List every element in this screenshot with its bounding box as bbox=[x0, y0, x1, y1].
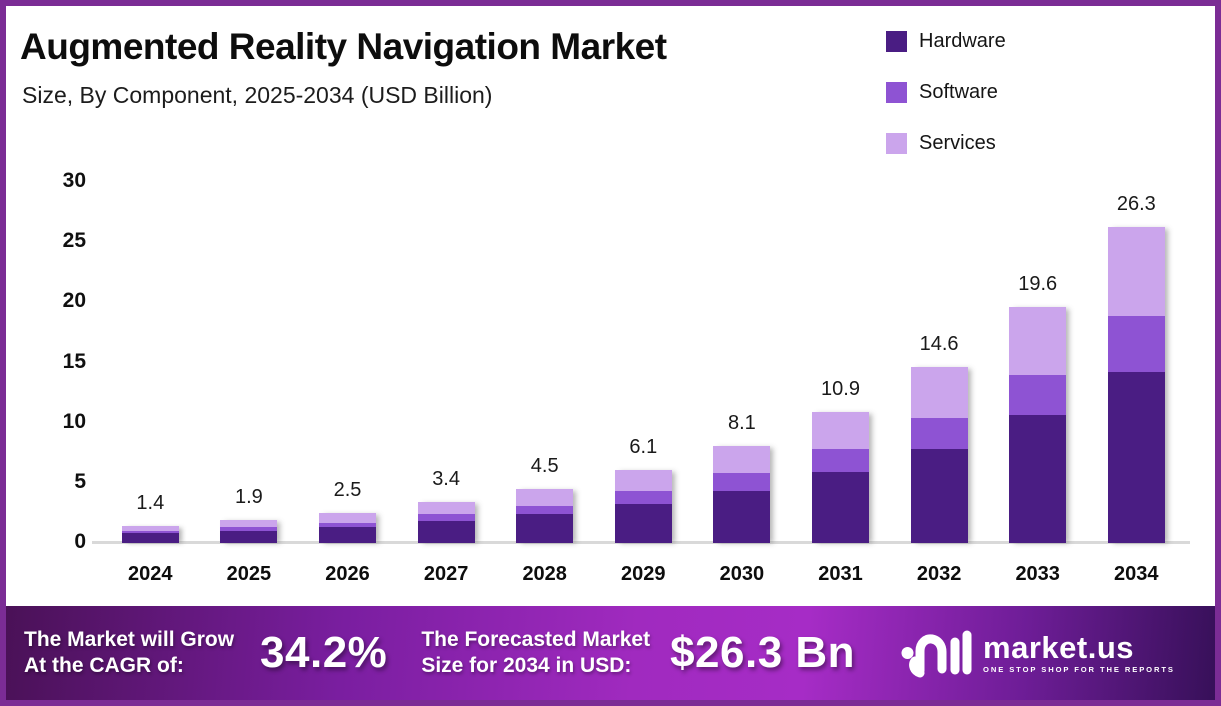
bar-segment-software-2029 bbox=[614, 491, 672, 505]
y-axis-tick-30: 30 bbox=[62, 169, 86, 193]
bar-total-label-2027: 3.4 bbox=[432, 468, 460, 491]
brand-lockup: market.us ONE STOP SHOP FOR THE REPORTS bbox=[899, 625, 1175, 681]
bar-segment-software-2030 bbox=[713, 473, 771, 492]
cagr-label: The Market will Grow At the CAGR of: bbox=[24, 627, 234, 680]
bar-segment-services-2024 bbox=[121, 526, 179, 531]
bar-2032 bbox=[910, 367, 968, 543]
bar-total-label-2029: 6.1 bbox=[629, 435, 658, 458]
legend-item-hardware: Hardware bbox=[886, 30, 1006, 53]
bar-segment-services-2031 bbox=[812, 411, 869, 450]
y-axis-tick-10: 10 bbox=[62, 409, 86, 433]
legend-swatch-icon bbox=[886, 31, 907, 52]
bar-2026 bbox=[319, 512, 376, 543]
legend-swatch-icon bbox=[886, 82, 907, 103]
legend-item-services: Services bbox=[886, 132, 1006, 155]
x-axis-label-2032: 2032 bbox=[916, 563, 962, 585]
bar-segment-software-2026 bbox=[319, 522, 376, 528]
bar-segment-software-2024 bbox=[121, 530, 179, 534]
bar-segment-services-2033 bbox=[1009, 307, 1067, 375]
bar-segment-services-2028 bbox=[516, 488, 574, 506]
bar-total-label-2032: 14.6 bbox=[919, 333, 959, 356]
bar-segment-hardware-2033 bbox=[1009, 415, 1067, 543]
bar-segment-hardware-2024 bbox=[121, 533, 179, 543]
bar-segment-hardware-2029 bbox=[614, 504, 672, 543]
forecast-label-line1: The Forecasted Market bbox=[421, 627, 651, 651]
brand-name: market.us bbox=[983, 630, 1135, 666]
x-axis-label-2024: 2024 bbox=[128, 563, 173, 585]
forecast-label-line2: Size for 2034 in USD: bbox=[421, 654, 632, 677]
cagr-value: 34.2% bbox=[260, 628, 388, 677]
marketus-logo-icon bbox=[901, 630, 972, 678]
x-axis-label-2025: 2025 bbox=[226, 563, 272, 585]
x-axis-label-2028: 2028 bbox=[522, 563, 567, 585]
y-axis-tick-20: 20 bbox=[62, 289, 86, 313]
y-axis-tick-15: 15 bbox=[62, 349, 86, 373]
forecast-value: $26.3 Bn bbox=[670, 628, 856, 677]
x-axis-label-2027: 2027 bbox=[423, 563, 469, 585]
bar-2024 bbox=[121, 526, 179, 543]
bar-2027 bbox=[417, 502, 475, 543]
bar-segment-services-2027 bbox=[417, 502, 475, 515]
cagr-label-line2: At the CAGR of: bbox=[24, 654, 184, 677]
bar-segment-software-2031 bbox=[812, 449, 869, 472]
bar-segment-software-2027 bbox=[417, 514, 475, 522]
bar-segment-software-2034 bbox=[1107, 315, 1165, 373]
forecast-label: The Forecasted Market Size for 2034 in U… bbox=[421, 627, 650, 680]
bar-segment-services-2026 bbox=[319, 512, 376, 523]
bar-segment-hardware-2034 bbox=[1107, 372, 1165, 543]
y-axis-tick-25: 25 bbox=[62, 229, 86, 253]
bar-segment-hardware-2026 bbox=[319, 527, 376, 543]
bar-2030 bbox=[713, 445, 771, 543]
bar-total-label-2028: 4.5 bbox=[530, 454, 559, 477]
bar-2033 bbox=[1009, 307, 1067, 543]
x-axis-label-2033: 2033 bbox=[1015, 563, 1060, 585]
page-subtitle: Size, By Component, 2025-2034 (USD Billi… bbox=[22, 82, 493, 108]
footer-banner: The Market will Grow At the CAGR of: 34.… bbox=[6, 606, 1215, 700]
bar-total-label-2033: 19.6 bbox=[1018, 273, 1058, 296]
bar-segment-software-2032 bbox=[910, 417, 968, 450]
legend-label: Services bbox=[919, 132, 996, 154]
bar-segment-software-2025 bbox=[220, 527, 278, 531]
bar-total-label-2025: 1.9 bbox=[234, 486, 263, 509]
bar-segment-services-2029 bbox=[614, 469, 672, 492]
x-axis-label-2031: 2031 bbox=[818, 563, 863, 585]
bar-2029 bbox=[614, 469, 672, 543]
legend-item-software: Software bbox=[886, 81, 1006, 104]
bar-total-label-2024: 1.4 bbox=[136, 492, 165, 515]
bar-segment-services-2030 bbox=[713, 445, 771, 474]
bar-segment-services-2034 bbox=[1107, 226, 1165, 316]
x-axis-label-2026: 2026 bbox=[325, 563, 370, 585]
y-axis-tick-0: 0 bbox=[74, 530, 86, 553]
brand-tagline: ONE STOP SHOP FOR THE REPORTS bbox=[983, 665, 1175, 675]
page-title: Augmented Reality Navigation Market bbox=[20, 26, 667, 67]
bar-total-label-2030: 8.1 bbox=[727, 411, 756, 434]
x-axis-label-2029: 2029 bbox=[621, 563, 666, 585]
bar-segment-services-2025 bbox=[220, 520, 278, 528]
bar-segment-hardware-2030 bbox=[713, 491, 771, 543]
bar-segment-services-2032 bbox=[910, 367, 968, 418]
legend-label: Software bbox=[919, 81, 998, 103]
bar-segment-hardware-2028 bbox=[516, 514, 574, 543]
bar-segment-hardware-2031 bbox=[812, 471, 869, 543]
bar-segment-hardware-2032 bbox=[910, 449, 968, 543]
bar-segment-hardware-2025 bbox=[220, 530, 278, 543]
bar-2028 bbox=[516, 488, 574, 543]
legend: Hardware Software Services bbox=[886, 30, 1006, 155]
bar-total-label-2031: 10.9 bbox=[821, 377, 860, 400]
bar-total-label-2034: 26.3 bbox=[1116, 192, 1156, 215]
bar-total-label-2026: 2.5 bbox=[333, 478, 362, 501]
legend-label: Hardware bbox=[919, 30, 1006, 52]
bar-segment-software-2033 bbox=[1009, 374, 1067, 416]
bar-2034 bbox=[1107, 226, 1165, 543]
legend-swatch-icon bbox=[886, 133, 907, 154]
bar-segment-software-2028 bbox=[516, 505, 574, 515]
bar-2031 bbox=[812, 411, 869, 543]
cagr-label-line1: The Market will Grow bbox=[24, 627, 235, 651]
x-axis-label-2034: 2034 bbox=[1114, 563, 1159, 585]
bar-segment-hardware-2027 bbox=[417, 521, 475, 543]
y-axis-tick-5: 5 bbox=[74, 469, 86, 493]
x-axis-label-2030: 2030 bbox=[719, 563, 765, 585]
bar-2025 bbox=[220, 520, 278, 543]
